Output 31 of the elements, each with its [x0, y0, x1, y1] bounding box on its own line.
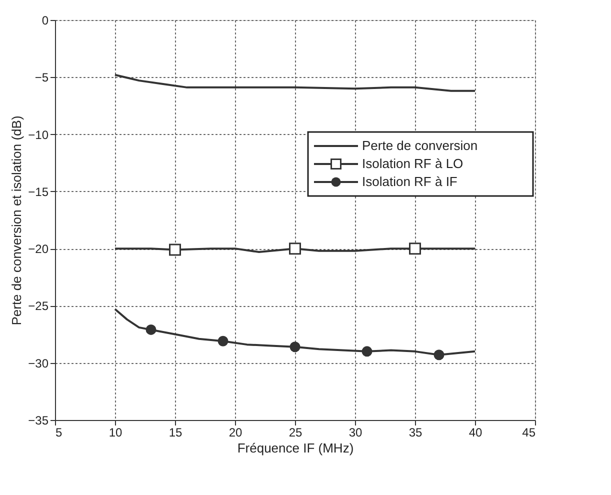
y-tick-label: −15	[28, 184, 49, 199]
x-tick-label: 30	[348, 426, 362, 440]
point	[146, 324, 156, 335]
x-tick-label: 5	[56, 426, 62, 440]
line-series	[114, 74, 476, 92]
point	[362, 346, 372, 357]
point	[218, 336, 228, 346]
x-tick-label: 25	[288, 426, 302, 440]
x-tick-label: 15	[168, 426, 182, 440]
x-tick-label: 10	[108, 426, 122, 440]
y-tick-label: −35	[28, 414, 49, 428]
x-axis-title: Fréquence IF (MHz)	[237, 440, 354, 456]
legend-label: Isolation RF à IF	[362, 174, 458, 189]
x-tick-label: 40	[468, 426, 482, 440]
y-tick-label: −30	[28, 356, 49, 370]
legend-label: Perte de conversion	[362, 138, 478, 153]
x-tick-label: 45	[522, 426, 536, 440]
y-tick-label: −25	[28, 299, 49, 314]
x-tick-label: 35	[408, 426, 422, 440]
y-tick-label: −10	[28, 128, 49, 142]
y-axis-title: Perte de conversion et isolation (dB)	[9, 116, 24, 326]
point	[290, 342, 300, 352]
point	[434, 350, 444, 360]
point	[169, 244, 181, 256]
point	[289, 242, 301, 255]
y-tick-label: −5	[34, 70, 49, 85]
point	[409, 242, 421, 255]
x-tick-label: 20	[228, 426, 242, 440]
y-tick-label: −20	[28, 242, 49, 256]
y-tick-label: 0	[42, 14, 49, 28]
legend-label: Isolation RF à LO	[362, 156, 464, 171]
